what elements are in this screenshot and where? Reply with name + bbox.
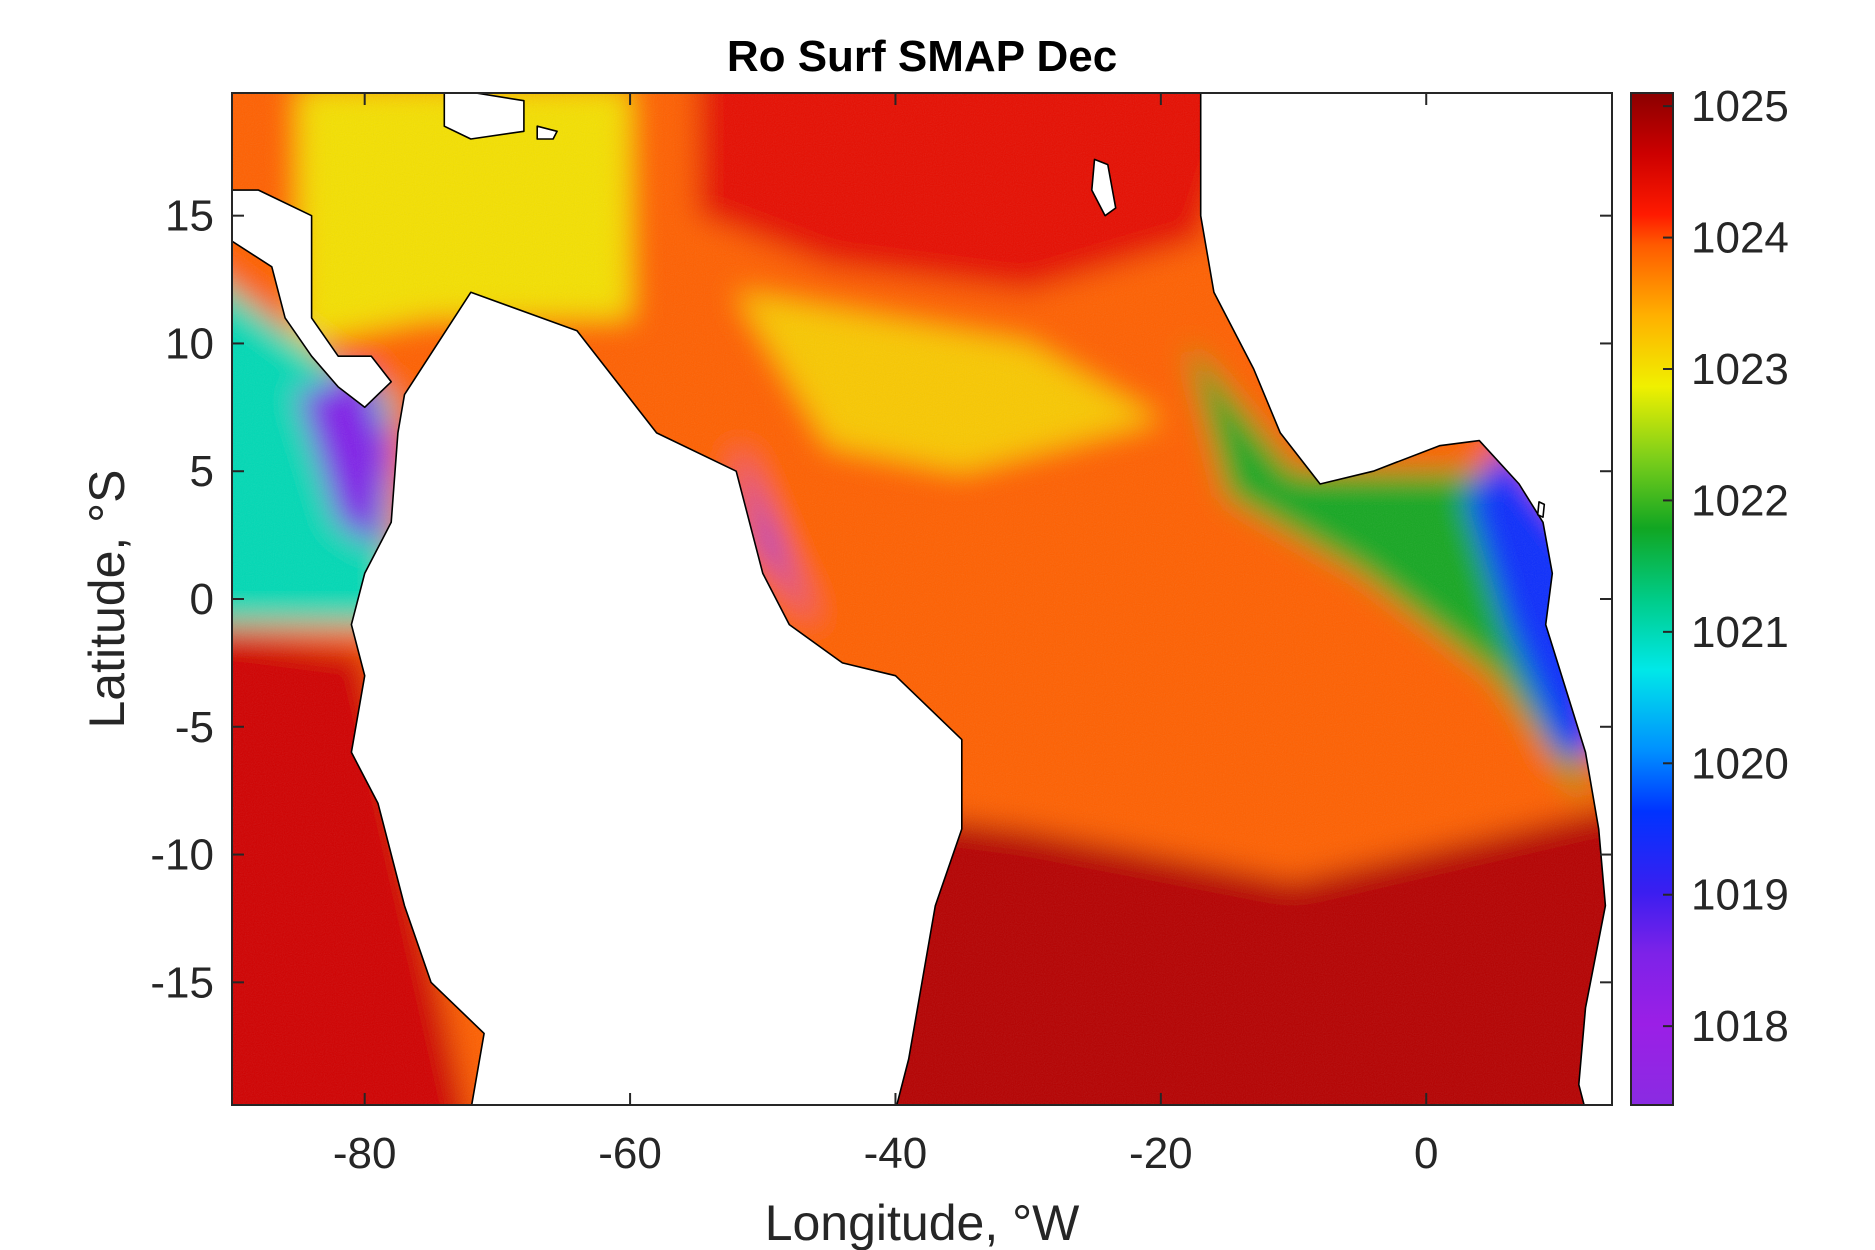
x-tick-label: -20	[1129, 1129, 1193, 1178]
colorbar-tick-label: 1025	[1691, 82, 1789, 131]
y-tick-label: -5	[175, 703, 214, 752]
x-axis: -80 -60 -40 -20 0	[333, 93, 1438, 1178]
y-axis: -15 -10 -5 0 5 10 15	[150, 192, 1612, 1007]
colorbar-tick-label: 1019	[1691, 871, 1789, 920]
land-puerto-rico	[536, 125, 558, 140]
y-tick-label: 5	[190, 447, 214, 496]
colorbar-tick-label: 1024	[1691, 214, 1789, 263]
x-tick-label: -60	[598, 1129, 662, 1178]
colorbar-tick-label: 1022	[1691, 476, 1789, 525]
y-tick-label: -10	[150, 831, 214, 880]
colorbar-tick-label: 1018	[1691, 1002, 1789, 1051]
colorbar	[1630, 92, 1674, 1106]
land-africa	[1199, 93, 1612, 1105]
colorbar-axis: 1018 1019 1020 1021 1022 1023 1024 1025	[1663, 82, 1789, 1051]
land-hispaniola	[443, 93, 525, 140]
land-greater-antilles	[403, 93, 417, 94]
land-mask	[232, 93, 1612, 1105]
colorbar-tick-label: 1023	[1691, 345, 1789, 394]
colorbar-tick-label: 1021	[1691, 608, 1789, 657]
x-axis-label: Longitude, °W	[765, 1195, 1080, 1250]
y-axis-label: Latitude, °S	[79, 469, 135, 728]
x-tick-label: 0	[1414, 1129, 1438, 1178]
map-plot-area	[232, 93, 1612, 1105]
y-tick-label: 15	[165, 192, 214, 241]
colorbar-tick-label: 1020	[1691, 739, 1789, 788]
chart-title: Ro Surf SMAP Dec	[727, 32, 1117, 81]
y-tick-label: 10	[165, 319, 214, 368]
land-central-america	[232, 189, 393, 409]
x-tick-label: -40	[864, 1129, 928, 1178]
y-tick-label: 0	[190, 575, 214, 624]
land-bioko-island	[1536, 501, 1546, 519]
y-tick-label: -15	[150, 958, 214, 1007]
land-cape-verde	[1091, 158, 1117, 217]
x-tick-label: -80	[333, 1129, 397, 1178]
land-south-america	[350, 291, 963, 1105]
